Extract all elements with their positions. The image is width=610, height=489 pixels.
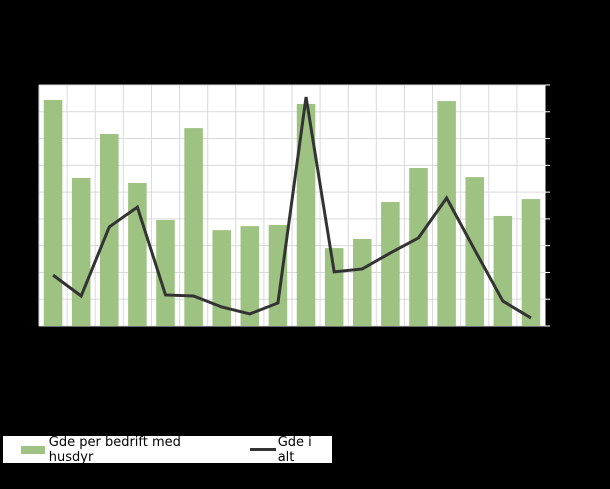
line-swatch-icon — [249, 448, 276, 451]
bar — [296, 104, 316, 326]
gridlines — [38, 84, 546, 327]
bar — [43, 99, 63, 327]
line-series — [52, 96, 532, 320]
bar — [381, 202, 400, 326]
bar — [493, 215, 513, 326]
bar — [184, 128, 203, 326]
bar — [409, 168, 428, 326]
bar-swatch-icon — [21, 445, 45, 454]
bar — [353, 238, 372, 326]
bar — [437, 101, 456, 326]
bar — [128, 183, 147, 326]
legend-label-bar: Gde per bedrift med husdyr — [48, 434, 181, 465]
right-axis — [544, 84, 550, 327]
legend: Gde per bedrift med husdyr Gde i alt — [3, 435, 332, 465]
bar — [521, 199, 541, 326]
bar — [240, 226, 260, 326]
legend-label-line: Gde i alt — [277, 434, 312, 465]
legend-item-line: Gde i alt — [228, 435, 332, 465]
legend-item-bar: Gde per bedrift med husdyr — [3, 435, 228, 465]
bar — [268, 225, 288, 326]
bar — [212, 230, 231, 326]
bar — [156, 219, 175, 326]
bar — [324, 248, 344, 326]
bar — [71, 177, 91, 326]
